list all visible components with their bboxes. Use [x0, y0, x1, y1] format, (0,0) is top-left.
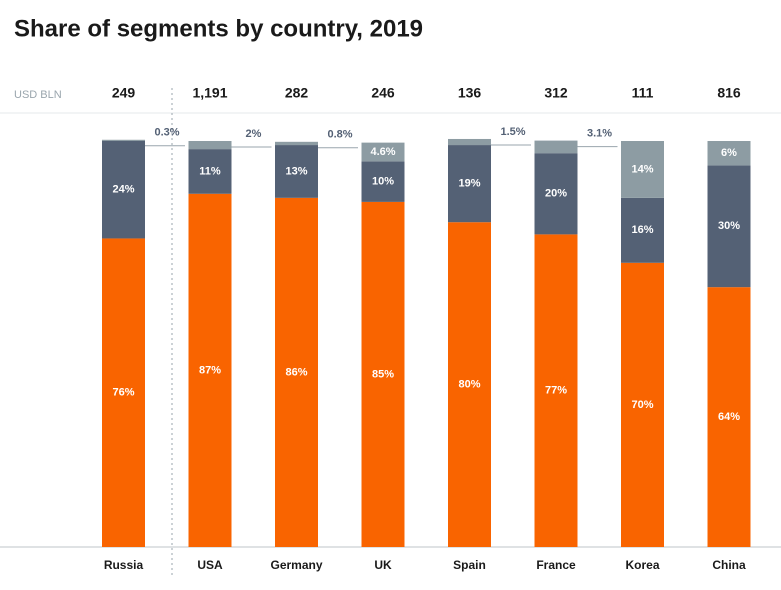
bar-segment [275, 197, 318, 547]
data-label: 64% [718, 411, 740, 423]
x-tick-label: China [712, 558, 746, 572]
bar-segment [361, 201, 405, 547]
unit-label: USD BLN [14, 89, 62, 101]
x-tick-label: Germany [270, 558, 322, 572]
total-label: 111 [632, 85, 654, 101]
data-label: 10% [372, 176, 394, 188]
data-label: 16% [631, 224, 653, 236]
bar-segment [621, 197, 664, 263]
data-label: 14% [631, 163, 653, 175]
total-label: 282 [285, 85, 309, 101]
x-tick-label: USA [197, 558, 223, 572]
bar-segment [707, 141, 751, 166]
data-label: 6% [721, 147, 737, 159]
data-label: 24% [112, 184, 134, 196]
bar-segment [621, 141, 664, 198]
data-label: 0.8% [327, 129, 352, 141]
bar-segment [534, 140, 578, 154]
bar-segment [361, 161, 405, 202]
data-label: 30% [718, 220, 740, 232]
bar-segment [188, 141, 232, 150]
data-label: 76% [112, 387, 134, 399]
bar-segment [707, 287, 751, 547]
total-label: 249 [112, 85, 136, 101]
data-label: 20% [545, 188, 567, 200]
bar-segment [102, 238, 145, 547]
data-label: 85% [372, 368, 394, 380]
bar-segment [275, 141, 318, 146]
chart-title: Share of segments by country, 2019 [14, 15, 423, 42]
data-label: 3.1% [587, 128, 612, 140]
total-label: 1,191 [192, 85, 227, 101]
bar-segment [102, 139, 145, 141]
x-tick-label: UK [374, 558, 392, 572]
total-label: 246 [371, 85, 395, 101]
data-label: 0.3% [154, 127, 179, 139]
bar-segment [102, 141, 145, 239]
bar-segment [448, 222, 491, 547]
bar-segment [448, 138, 491, 146]
data-label: 87% [199, 364, 221, 376]
bar-segment [188, 193, 232, 547]
data-label: 1.5% [500, 126, 525, 138]
total-label: 312 [544, 85, 568, 101]
bar-segment [534, 153, 578, 235]
x-tick-label: Russia [104, 558, 144, 572]
data-label: 77% [545, 385, 567, 397]
data-label: 86% [285, 366, 307, 378]
bar-segment [707, 165, 751, 288]
x-tick-label: Korea [625, 558, 659, 572]
x-tick-label: France [536, 558, 576, 572]
data-label: 13% [285, 165, 307, 177]
total-label: 816 [717, 85, 741, 101]
data-label: 70% [631, 399, 653, 411]
x-tick-label: Spain [453, 558, 486, 572]
bar-segment [361, 142, 405, 162]
data-label: 80% [458, 379, 480, 391]
bar-segment [621, 262, 664, 547]
bar-segment [534, 234, 578, 547]
bar-segment [275, 145, 318, 198]
data-label: 4.6% [370, 146, 395, 158]
total-label: 136 [458, 85, 482, 101]
data-label: 19% [458, 178, 480, 190]
bar-segment [188, 149, 232, 194]
data-label: 2% [246, 128, 262, 140]
bar-segment [448, 145, 491, 223]
data-label: 11% [199, 165, 221, 177]
